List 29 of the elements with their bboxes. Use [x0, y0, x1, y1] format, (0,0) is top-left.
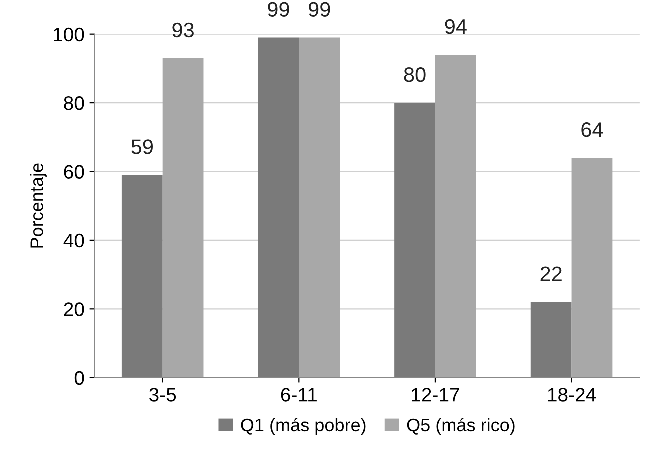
data-label: 99: [268, 2, 290, 17]
data-label: 80: [404, 68, 426, 82]
data-label: 64: [582, 122, 604, 138]
bar: [299, 38, 340, 378]
x-tick-label: 6-11: [281, 388, 317, 402]
legend-label: Q1 (más pobre): [241, 418, 366, 436]
y-tick-label: 40: [64, 234, 84, 248]
bar: [258, 38, 300, 378]
data-label: 99: [308, 2, 330, 17]
y-axis-title: Porcentaje: [30, 164, 47, 248]
y-tick-label: 20: [64, 302, 84, 316]
bar: [394, 103, 436, 378]
y-tick-label: 60: [64, 165, 84, 179]
bar: [572, 158, 613, 378]
data-label: 94: [445, 19, 467, 34]
bar: [435, 54, 476, 378]
data-label: 22: [540, 266, 562, 282]
data-label: 93: [172, 22, 194, 38]
x-tick-label: 3-5: [150, 388, 176, 402]
x-tick-label: 18-24: [548, 388, 596, 402]
bar: [122, 175, 163, 378]
y-tick-label: 100: [54, 28, 84, 42]
y-tick-label: 0: [74, 371, 84, 386]
bar: [530, 302, 572, 378]
bar: [162, 58, 204, 378]
legend-label: Q5 (más rico): [407, 418, 515, 436]
y-tick-label: 80: [64, 96, 84, 110]
data-label: 59: [132, 140, 153, 154]
x-tick-label: 12-17: [412, 388, 460, 402]
